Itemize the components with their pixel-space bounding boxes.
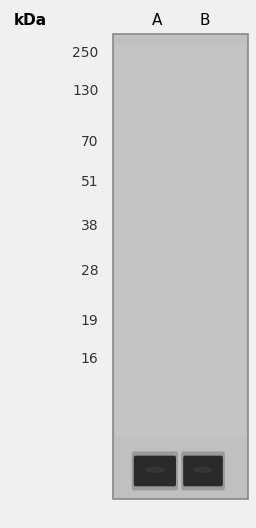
Ellipse shape xyxy=(194,467,212,473)
Ellipse shape xyxy=(145,467,165,473)
FancyBboxPatch shape xyxy=(132,451,178,491)
Text: kDa: kDa xyxy=(14,13,47,27)
Text: 38: 38 xyxy=(81,219,99,233)
Text: A: A xyxy=(152,13,163,27)
Text: 28: 28 xyxy=(81,264,99,278)
FancyBboxPatch shape xyxy=(113,34,248,499)
Text: 70: 70 xyxy=(81,135,99,148)
FancyBboxPatch shape xyxy=(115,45,246,436)
Text: 19: 19 xyxy=(81,314,99,328)
Text: 16: 16 xyxy=(81,352,99,366)
Text: B: B xyxy=(199,13,210,27)
FancyBboxPatch shape xyxy=(181,451,225,491)
Text: 51: 51 xyxy=(81,175,99,189)
Text: 130: 130 xyxy=(72,84,99,98)
Text: 250: 250 xyxy=(72,46,99,60)
FancyBboxPatch shape xyxy=(134,456,176,486)
FancyBboxPatch shape xyxy=(183,456,223,486)
